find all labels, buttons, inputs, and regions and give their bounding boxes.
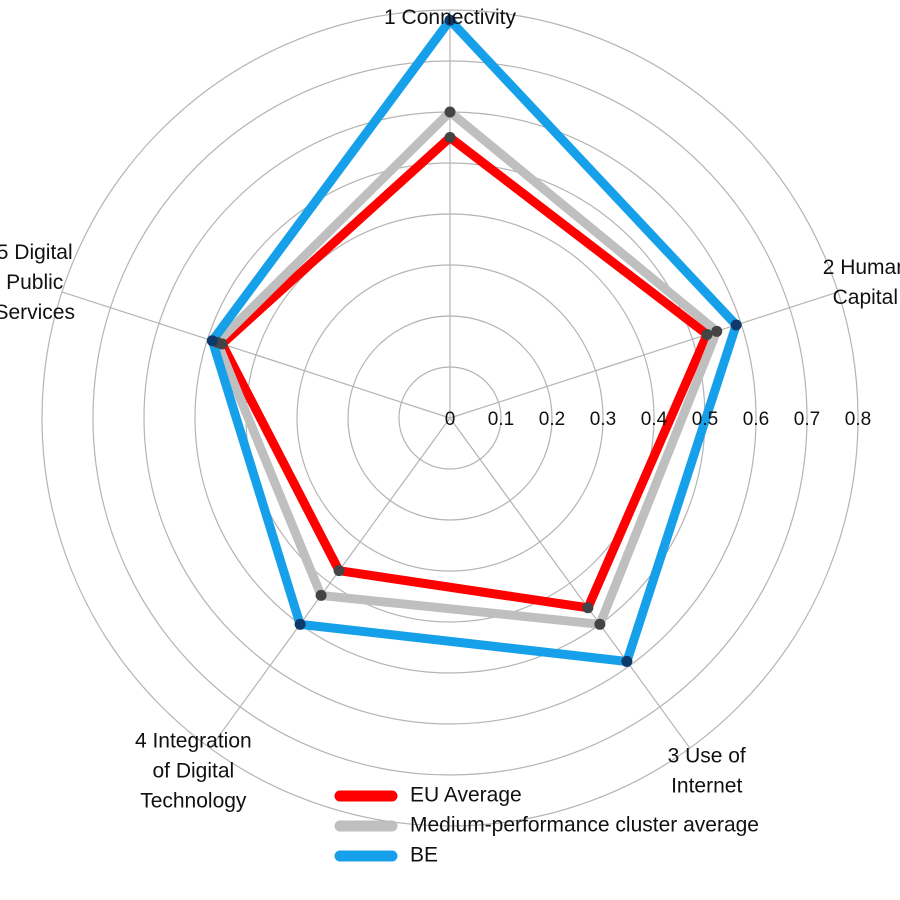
axis-label: 1 Connectivity [384,6,516,29]
series-line [216,131,713,613]
axis-label-line: Internet [671,774,742,797]
series-line [207,13,742,667]
tick-label: 0.8 [845,409,871,430]
tick-label: 0.6 [743,409,769,430]
axis-label: 3 Use of Internet [668,744,746,797]
axis-label-line: 4 Integration [135,729,252,752]
legend-label: EU Average [410,784,522,807]
axis-label-line: Technology [140,789,247,812]
legend: EU Average Medium-performance cluster ave… [334,784,759,867]
tick-label: 0.3 [590,409,616,430]
axis-spoke [449,291,839,419]
axis-label-line: Capital [833,286,898,309]
legend-label: BE [410,844,438,867]
axis-label-line: 2 Human [823,256,900,279]
series-layer [206,13,742,667]
series-point [444,132,456,143]
series-point [594,618,606,630]
axis-label: 2 Human Capital [823,256,900,309]
series-point [711,325,723,337]
series-point [444,14,456,26]
axis-label-line: 1 Connectivity [384,6,516,29]
series-line [211,105,723,630]
series-point [315,589,327,601]
axis-label-line: Services [0,301,75,324]
axis-spoke [449,417,691,749]
axis-label-line: 5 Digital [0,241,73,264]
tick-label: 0.2 [539,409,565,430]
axis-spoke [209,417,451,749]
axis-labels: 1 Connectivity 2 Human Capital 3 Use of Inte… [0,6,900,812]
series-point [294,618,306,630]
series-point [621,655,633,667]
axis-label-line: of Digital [152,759,234,782]
axis-label: 5 Digital Public Services [0,241,75,324]
axis-spoke [61,291,451,419]
series-point [701,328,713,340]
grid [41,9,859,827]
axis-label-line: 3 Use of [668,744,746,767]
series-point [444,106,456,118]
series-point [333,565,345,577]
radial-tick-labels: 0 0.1 0.2 0.3 0.4 0.5 0.6 0.7 0.8 [445,409,872,430]
series-point [582,602,594,614]
axis-label-line: Public [6,271,63,294]
tick-label: 0.4 [641,409,668,430]
series-point [730,319,742,331]
legend-label: Medium-performance cluster average [410,814,759,837]
tick-label: 0 [445,409,456,430]
axis-label: 4 Integration of Digital Technology [135,729,252,812]
tick-label: 0.7 [794,409,820,430]
series-point [206,335,218,347]
tick-label: 0.1 [488,409,514,430]
tick-label: 0.5 [692,409,718,430]
